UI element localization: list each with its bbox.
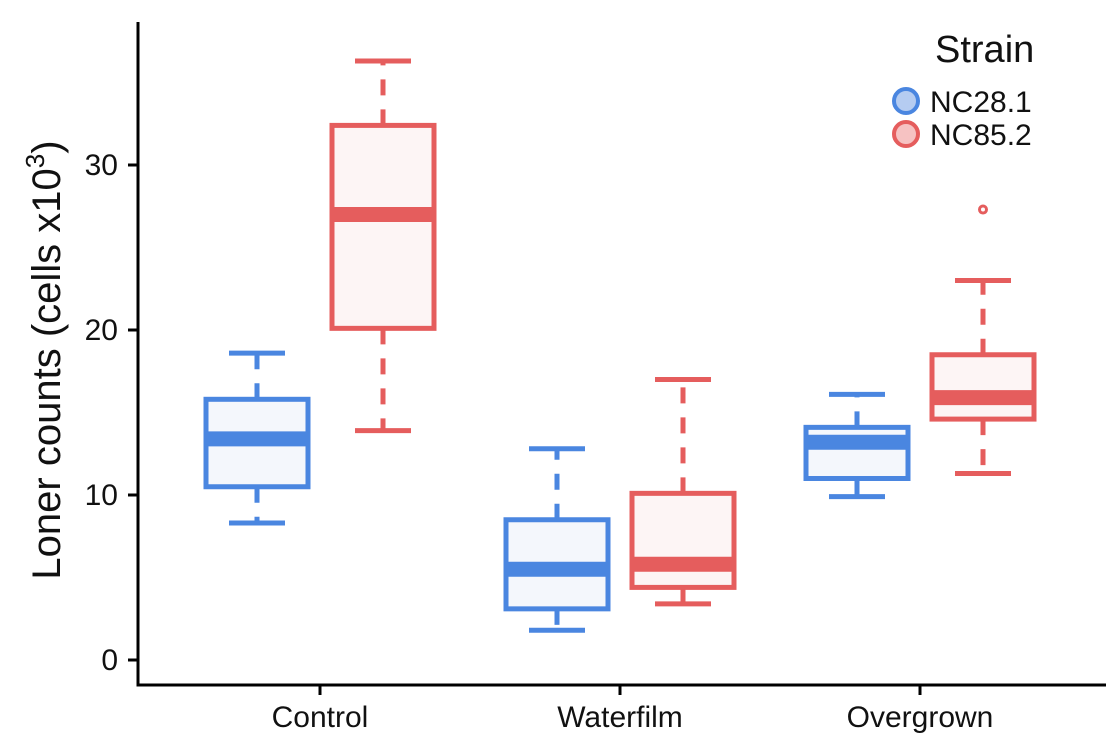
x-tick-label: Waterfilm: [557, 701, 683, 734]
legend-label: NC85.2: [930, 119, 1032, 152]
axes: 0 10 20 30 Control Waterfilm Overgrown Loner co…: [20, 22, 1106, 734]
box-series-layer: [203, 58, 1037, 633]
x-tick-label: Overgrown: [847, 701, 994, 734]
y-tick-label: 30: [85, 149, 118, 182]
box-iqr: [329, 122, 437, 331]
y-tick-label: 10: [85, 479, 118, 512]
outlier-point: [978, 204, 988, 215]
y-tick-label: 0: [101, 644, 118, 677]
y-axis-title: Loner counts (cells x103): [20, 140, 69, 579]
box-series-nc28-1: [203, 350, 911, 633]
y-tick-label: 20: [85, 314, 118, 347]
legend-swatch-nc85-2: [892, 120, 920, 148]
box-iqr: [629, 490, 737, 590]
box-series-nc85-2: [329, 58, 1037, 607]
box-iqr: [929, 352, 1037, 422]
x-tick-label: Control: [272, 701, 369, 734]
legend-label: NC28.1: [930, 86, 1032, 119]
legend-swatch-nc28-1: [892, 87, 920, 115]
legend-title: Strain: [935, 29, 1034, 71]
